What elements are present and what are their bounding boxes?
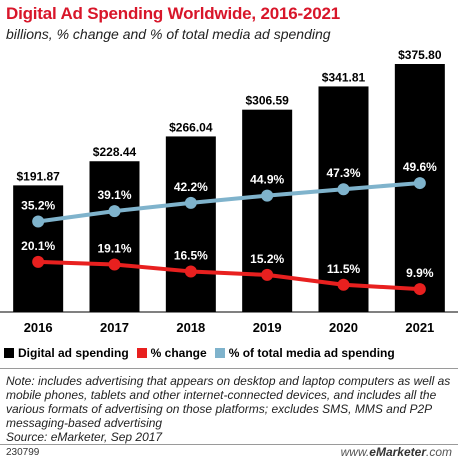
change-point (413, 283, 426, 296)
legend-item-percent-change: % change (136, 346, 207, 360)
change-point (32, 255, 45, 268)
share-data-label: 39.1% (97, 188, 131, 202)
chart-legend: Digital ad spending % change % of total … (4, 346, 403, 360)
bar (165, 136, 216, 312)
change-data-label: 16.5% (174, 248, 208, 262)
x-tick-label: 2021 (405, 320, 434, 335)
bar-value-label: $266.04 (169, 120, 213, 134)
x-tick-label: 2020 (329, 320, 358, 335)
bar-value-label: $341.81 (322, 70, 366, 84)
share-point (337, 183, 350, 196)
change-point (184, 265, 197, 278)
change-line (38, 259, 420, 292)
divider (0, 444, 458, 445)
legend-swatch-blue (214, 348, 225, 358)
bar (13, 185, 64, 312)
chart-subtitle: billions, % change and % of total media … (6, 26, 331, 42)
share-point (184, 196, 197, 209)
legend-swatch-black (4, 348, 14, 358)
brand-logo: www.eMarketer.com (340, 445, 452, 459)
divider (0, 368, 458, 369)
legend-label: % of total media ad spending (228, 346, 395, 360)
chart-canvas: $191.87 $228.44 $266.04 $306.59 $341.81 $375.… (0, 48, 458, 335)
x-tick-label: 2018 (176, 320, 205, 335)
change-data-label: 9.9% (406, 266, 434, 280)
share-data-label: 42.2% (174, 180, 208, 194)
share-point (32, 215, 45, 228)
change-point (337, 278, 350, 291)
share-data-label: 44.9% (250, 173, 284, 187)
bar-value-label: $306.59 (245, 94, 289, 108)
share-data-label: 49.6% (403, 160, 437, 174)
legend-item-digital-ad-spending: Digital ad spending (4, 346, 129, 360)
legend-swatch-red (136, 348, 147, 358)
change-data-label: 19.1% (97, 242, 131, 256)
chart-id: 230799 (6, 447, 40, 458)
bar-value-label: $228.44 (93, 145, 137, 159)
legend-label: Digital ad spending (18, 346, 129, 360)
change-data-label: 15.2% (250, 252, 284, 266)
change-point (261, 268, 274, 281)
bar-value-label: $191.87 (16, 169, 60, 183)
change-data-label: 11.5% (327, 262, 361, 276)
share-point (413, 177, 426, 190)
source-text: Source: eMarketer, Sep 2017 (6, 430, 163, 444)
bar (242, 109, 293, 312)
footnote: Note: includes advertising that appears … (6, 374, 454, 444)
share-point (261, 189, 274, 202)
share-point (108, 205, 121, 218)
change-point (108, 258, 121, 271)
share-data-label: 35.2% (21, 199, 55, 213)
legend-label: % change (150, 346, 207, 360)
bar (89, 161, 140, 312)
chart-title: Digital Ad Spending Worldwide, 2016-2021 (6, 4, 340, 23)
x-tick-label: 2019 (253, 320, 282, 335)
share-line (37, 181, 420, 224)
change-data-label: 20.1% (21, 239, 55, 253)
share-data-label: 47.3% (326, 166, 360, 180)
x-tick-label: 2017 (100, 320, 129, 335)
bar-value-label: $375.80 (398, 48, 442, 62)
legend-item-percent-total: % of total media ad spending (214, 346, 395, 360)
bar (318, 86, 369, 312)
x-tick-label: 2016 (24, 320, 53, 335)
note-text: Note: includes advertising that appears … (6, 374, 451, 430)
